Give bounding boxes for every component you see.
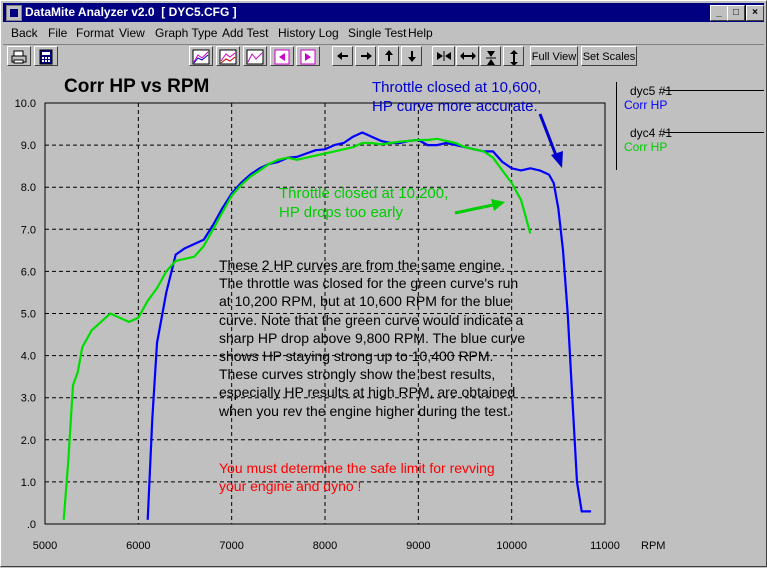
y-tick-label: 6.0 — [21, 266, 36, 278]
expand-horizontal-icon — [459, 52, 476, 60]
x-tick-label: 9000 — [406, 540, 430, 552]
title-bar: DataMite Analyzer v2.0 [ DYC5.CFG ] _ □ … — [3, 3, 764, 22]
print-button[interactable] — [7, 46, 31, 66]
green-annotation-line2: HP drops too early — [279, 204, 403, 221]
menu-graph-type[interactable]: Graph Type — [155, 26, 218, 40]
graph-zoom-in-button[interactable] — [189, 46, 213, 66]
y-tick-label: 2.0 — [21, 435, 36, 447]
chart-title: Corr HP vs RPM — [64, 76, 210, 97]
graph-icon — [246, 49, 264, 65]
compress-vertical-icon — [485, 51, 496, 65]
expand-vertical-icon — [509, 50, 518, 65]
blue-annotation-arrow-shaft — [538, 113, 559, 159]
arrow-down-icon — [407, 51, 416, 62]
pan-right-button[interactable] — [355, 46, 376, 66]
y-tick-label: 3.0 — [21, 393, 36, 405]
y-tick-label: 8.0 — [21, 182, 36, 194]
pan-left-button[interactable] — [332, 46, 353, 66]
legend-test-name: dyc4 #1 — [630, 126, 673, 140]
pan-down-button[interactable] — [401, 46, 422, 66]
series-line-dyc5 — [146, 131, 591, 520]
y-tick-label: 4.0 — [21, 351, 36, 363]
x-tick-label: 6000 — [126, 540, 150, 552]
legend-series-label: Corr HP — [624, 140, 668, 154]
legend-test-name: dyc5 #1 — [630, 84, 673, 98]
y-tick-label: .0 — [27, 519, 36, 531]
legend-bracket — [616, 82, 617, 128]
arrow-left-icon — [274, 49, 290, 65]
app-icon — [6, 5, 22, 21]
maximize-button[interactable]: □ — [727, 5, 745, 21]
scroll-right-button[interactable] — [296, 46, 320, 66]
legend-series-label: Corr HP — [624, 98, 668, 112]
menu-history-log[interactable]: History Log — [278, 26, 339, 40]
x-tick-label: 5000 — [33, 540, 57, 552]
green-annotation-arrow-shaft — [454, 203, 494, 215]
x-tick-label: 8000 — [313, 540, 337, 552]
pan-up-button[interactable] — [378, 46, 399, 66]
graph-zoom-in-icon — [192, 49, 210, 65]
y-tick-label: 7.0 — [21, 224, 36, 236]
safety-warning: You must determine the safe limit for re… — [219, 460, 495, 494]
menu-bar: Back File Format View Graph Type Add Tes… — [3, 23, 764, 43]
expand-vertical-button[interactable] — [503, 46, 524, 66]
menu-help[interactable]: Help — [408, 26, 433, 40]
series-line-dyc4 — [62, 137, 532, 520]
legend-divider — [664, 132, 764, 133]
menu-add-test[interactable]: Add Test — [222, 26, 269, 40]
print-icon — [11, 50, 27, 64]
legend-divider — [664, 90, 764, 91]
graph-button[interactable] — [243, 46, 267, 66]
legend-entry-dyc4[interactable]: dyc4 #1 Corr HP — [616, 124, 764, 170]
x-tick-label: 7000 — [219, 540, 243, 552]
menu-format[interactable]: Format — [76, 26, 115, 40]
y-tick-label: 5.0 — [21, 309, 36, 321]
legend-entry-dyc5[interactable]: dyc5 #1 Corr HP — [616, 82, 764, 128]
chart-axes: 5000 6000 7000 8000 9000 10000 11000 .0 1.0 2.0 3.… — [15, 98, 666, 552]
y-tick-label: 1.0 — [21, 477, 36, 489]
menu-back[interactable]: Back — [11, 26, 38, 40]
annotation-arrows — [454, 113, 563, 215]
y-tick-label: 10.0 — [15, 98, 36, 110]
menu-view[interactable]: View — [119, 26, 145, 40]
arrow-right-icon — [300, 49, 316, 65]
arrow-up-icon — [384, 50, 393, 61]
scroll-left-button[interactable] — [270, 46, 294, 66]
explanation-note: These 2 HP curves are from the same engi… — [219, 257, 526, 419]
green-annotation-arrowhead — [491, 199, 505, 211]
full-view-button[interactable]: Full View — [530, 46, 578, 66]
graph-zoom-out-icon — [219, 49, 237, 65]
menu-file[interactable]: File — [48, 26, 68, 40]
close-button[interactable]: × — [746, 5, 764, 21]
legend-bracket — [616, 124, 617, 170]
graph-zoom-out-button[interactable] — [216, 46, 240, 66]
blue-annotation-line2: HP curve more accurate. — [372, 98, 538, 115]
expand-horizontal-button[interactable] — [456, 46, 479, 66]
calculator-button[interactable] — [34, 46, 58, 66]
x-axis-label: RPM — [641, 540, 665, 552]
compress-horizontal-icon — [436, 51, 451, 61]
y-tick-label: 9.0 — [21, 140, 36, 152]
arrow-left-icon — [336, 52, 348, 60]
compress-horizontal-button[interactable] — [432, 46, 455, 66]
chart-series — [62, 131, 591, 520]
blue-annotation-arrowhead — [551, 151, 563, 168]
x-tick-label: 10000 — [496, 540, 527, 552]
set-scales-button[interactable]: Set Scales — [581, 46, 637, 66]
toolbar: Full View Set Scales — [3, 44, 764, 69]
window-title: DataMite Analyzer v2.0 [ DYC5.CFG ] — [25, 5, 237, 19]
x-tick-label: 11000 — [590, 540, 620, 552]
plot-frame — [44, 102, 606, 525]
compress-vertical-button[interactable] — [480, 46, 501, 66]
arrow-right-icon — [360, 52, 372, 60]
blue-annotation-line1: Throttle closed at 10,600, — [372, 79, 542, 96]
menu-single-test[interactable]: Single Test — [348, 26, 407, 40]
green-annotation-line1: Throttle closed at 10,200, — [279, 185, 449, 202]
calculator-icon — [39, 49, 53, 65]
